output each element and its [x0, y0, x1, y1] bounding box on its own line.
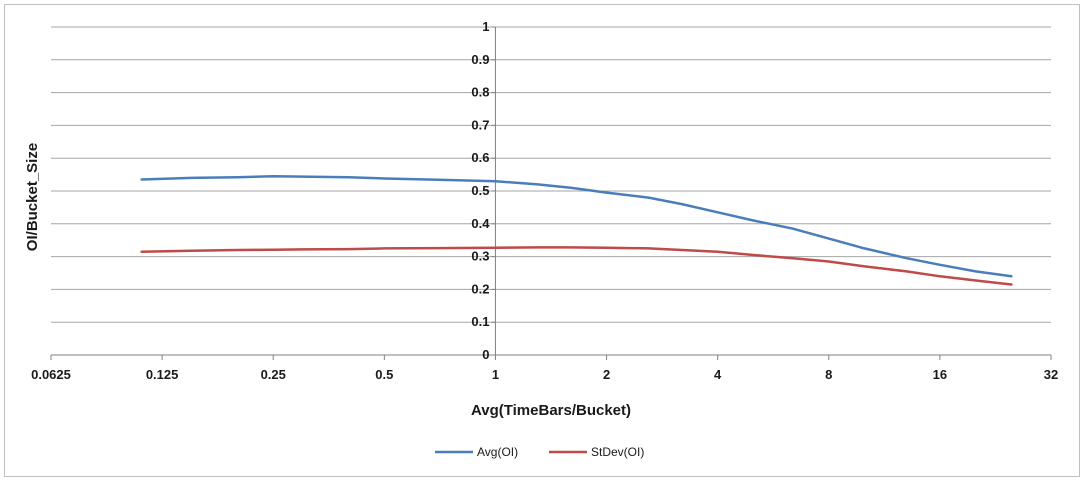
- legend-label-stdev-oi: StDev(OI): [591, 445, 644, 459]
- legend-label-avg-oi: Avg(OI): [477, 445, 518, 459]
- y-tick-label: 0.7: [471, 117, 489, 132]
- y-tick-label: 0.6: [471, 150, 489, 165]
- x-tick-label: 0.125: [146, 367, 179, 382]
- x-tick-label: 1: [492, 367, 499, 382]
- x-tick-label: 8: [825, 367, 832, 382]
- x-tick-label: 0.25: [261, 367, 286, 382]
- y-tick-label: 0.1: [471, 314, 489, 329]
- y-tick-label: 0.3: [471, 249, 489, 264]
- x-tick-label: 32: [1044, 367, 1058, 382]
- axis-layer: [50, 26, 1052, 360]
- tick-label-layer: 0 0.1 0.2 0.3 0.4 0.5 0.6 0.7 0.8 0.9 1 0.0625 0.125…: [31, 19, 1058, 382]
- y-tick-label: 0.5: [471, 183, 489, 198]
- y-tick-label: 0.2: [471, 281, 489, 296]
- series-layer: [140, 174, 1013, 286]
- grid-layer: [51, 26, 1051, 323]
- y-tick-label: 0.8: [471, 85, 489, 100]
- x-tick-label: 16: [933, 367, 947, 382]
- y-tick-label: 0: [482, 347, 489, 362]
- x-tick-label: 0.0625: [31, 367, 71, 382]
- series-line-avg-oi: [140, 174, 1013, 278]
- chart-frame: 0 0.1 0.2 0.3 0.4 0.5 0.6 0.7 0.8 0.9 1 0.0625 0.125…: [4, 4, 1080, 477]
- x-tick-label: 0.5: [375, 367, 393, 382]
- y-axis-title: OI/Bucket_Size: [24, 143, 41, 251]
- y-tick-label: 0.9: [471, 52, 489, 67]
- legend: Avg(OI) StDev(OI): [435, 445, 644, 459]
- x-axis-title: Avg(TimeBars/Bucket): [471, 402, 631, 419]
- y-tick-label: 0.4: [471, 216, 490, 231]
- line-chart: 0 0.1 0.2 0.3 0.4 0.5 0.6 0.7 0.8 0.9 1 0.0625 0.125…: [24, 19, 1058, 459]
- x-tick-label: 2: [603, 367, 610, 382]
- x-tick-label: 4: [714, 367, 722, 382]
- y-tick-label: 1: [482, 19, 489, 34]
- series-line-stdev-oi: [140, 246, 1013, 286]
